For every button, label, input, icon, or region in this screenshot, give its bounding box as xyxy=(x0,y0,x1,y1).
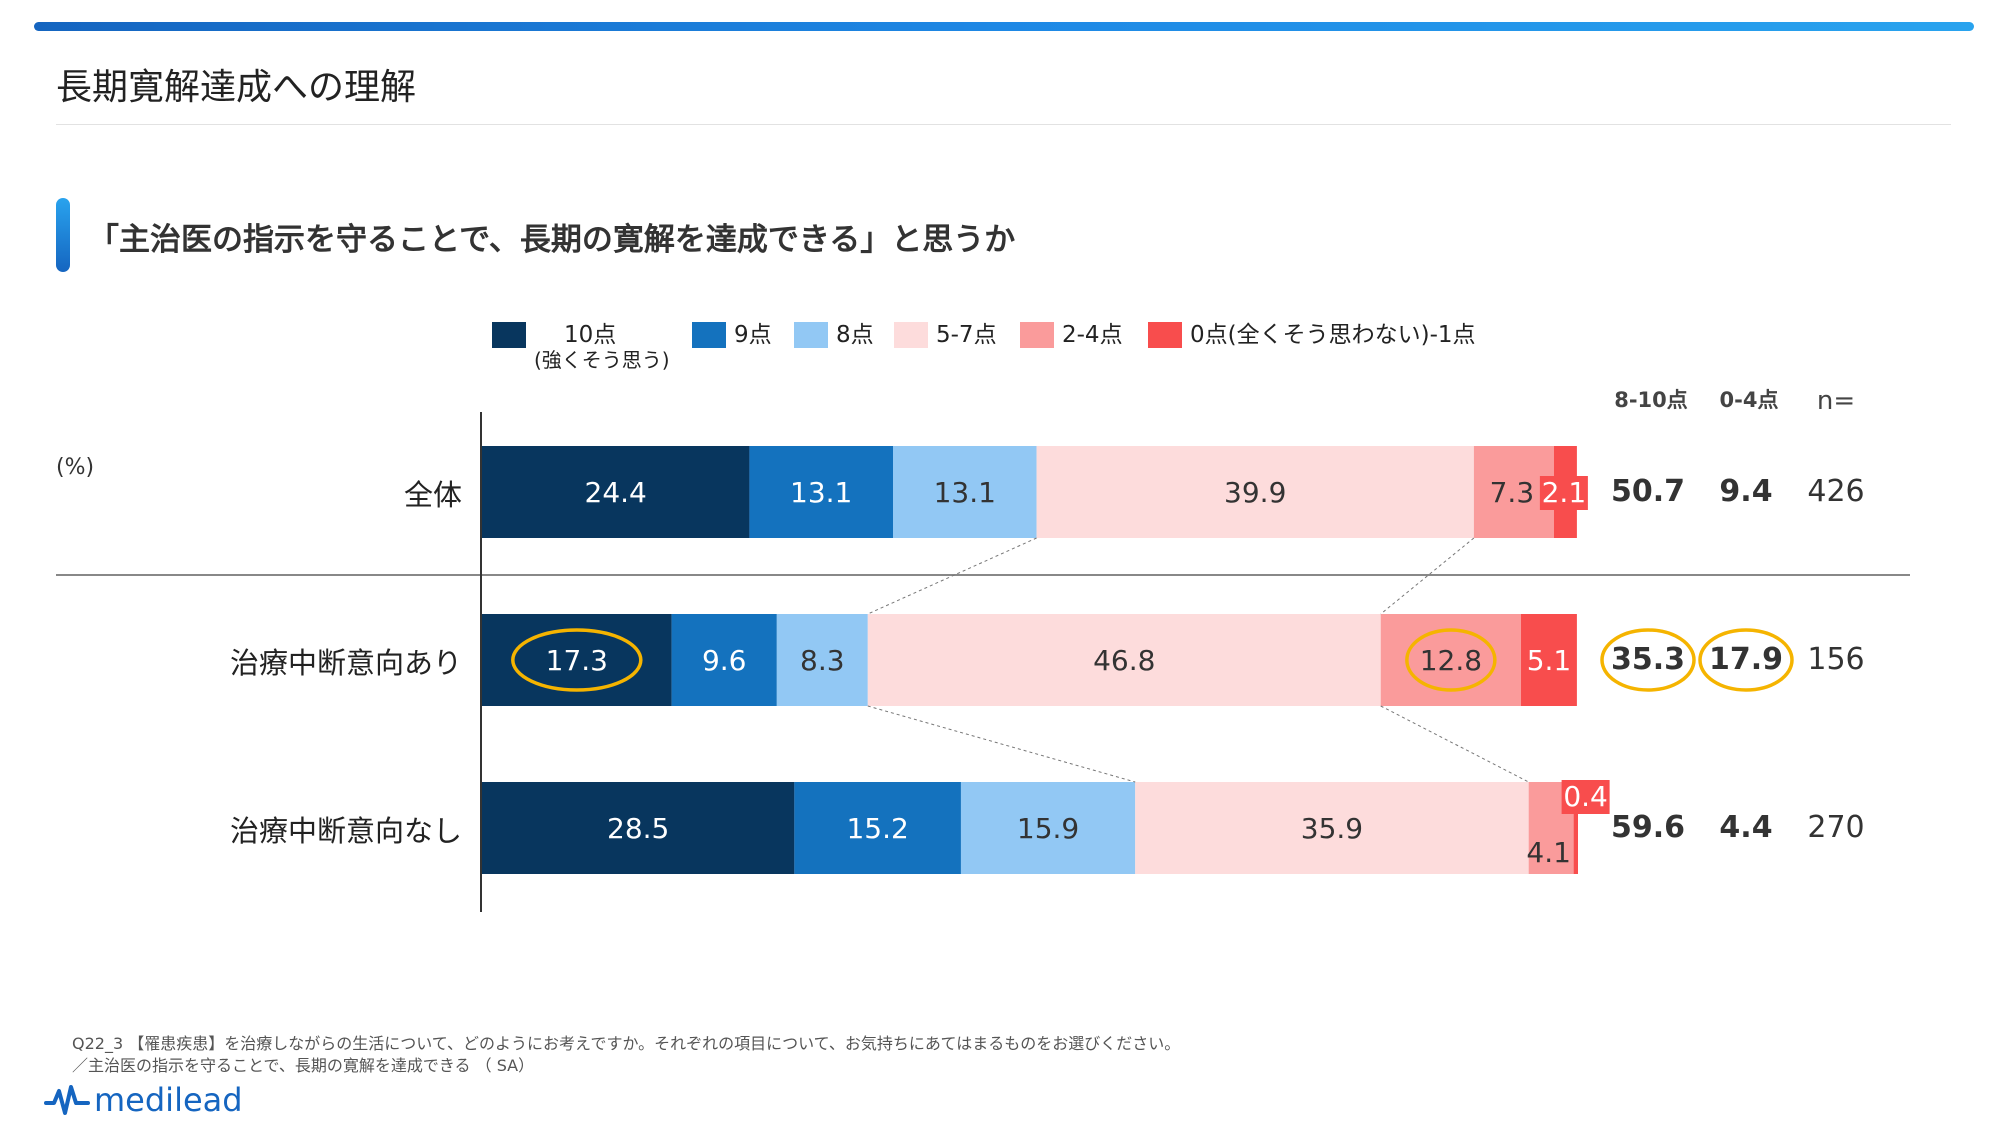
bar-segment-r1-s1 xyxy=(671,614,777,706)
pulse-logo-icon xyxy=(44,1085,90,1115)
highlight-circle-3 xyxy=(1698,628,1794,692)
value-label-r1-s1: 9.6 xyxy=(702,644,747,677)
bar-segment-r2-s1 xyxy=(794,782,961,874)
value-label-r2-s2: 15.9 xyxy=(1017,812,1079,845)
highlight-circle-2 xyxy=(1600,628,1696,692)
summary-high-discontinue-yes: 35.3 xyxy=(1610,642,1686,677)
bar-segment-r2-s0 xyxy=(482,782,795,874)
category-axis-line xyxy=(480,412,482,912)
value-label-r1-s4: 12.8 xyxy=(1420,644,1482,677)
highlight-circle-1 xyxy=(1405,628,1497,692)
bar-segment-r1-s5 xyxy=(1521,614,1577,706)
legend-swatch-9 xyxy=(692,322,726,348)
legend-swatch-8 xyxy=(794,322,828,348)
row-label-discontinue-no: 治療中断意向なし xyxy=(229,814,462,848)
value-label-r2-s0: 28.5 xyxy=(607,812,669,845)
legend-label-9: 9点 xyxy=(734,322,772,348)
question-title: 「主治医の指示を守ることで、長期の寛解を達成できる」と思うか xyxy=(88,222,1016,258)
highlight-circle-0 xyxy=(511,628,643,692)
value-label-r0-s1: 13.1 xyxy=(790,476,852,509)
unit-label: (%) xyxy=(56,455,95,480)
legend-swatch-10 xyxy=(492,322,526,348)
column-header-0-4: 0-4点 xyxy=(1719,388,1779,412)
bar-segment-r2-s3 xyxy=(1135,782,1529,874)
value-label-r0-s3: 39.9 xyxy=(1224,476,1286,509)
connector-line-r0-s2 xyxy=(867,537,1037,615)
connector-line-r1-s2 xyxy=(867,705,1136,783)
bar-segment-r0-s0 xyxy=(482,446,750,538)
bar-segment-r1-s3 xyxy=(867,614,1381,706)
legend-swatch-2-4 xyxy=(1020,322,1054,348)
bar-segment-r1-s2 xyxy=(776,614,868,706)
value-tag-r2-s5 xyxy=(1561,780,1610,814)
page-title: 長期寛解達成への理解 xyxy=(56,67,417,108)
title-divider xyxy=(56,124,1951,125)
value-label-r2-s4: 4.1 xyxy=(1526,836,1571,869)
top-accent-bar xyxy=(34,22,1974,31)
connector-line-r0-s3 xyxy=(1380,537,1475,615)
bar-segment-r2-s5 xyxy=(1573,782,1578,874)
summary-high-discontinue-no: 59.6 xyxy=(1610,810,1686,845)
summary-high-total: 50.7 xyxy=(1610,474,1686,509)
summary-low-discontinue-no: 4.4 xyxy=(1719,810,1773,845)
question-accent-bar xyxy=(56,198,70,272)
value-label-r2-s3: 35.9 xyxy=(1301,812,1363,845)
column-header-n: n= xyxy=(1816,386,1856,416)
bar-segment-r2-s2 xyxy=(960,782,1136,874)
row-label-discontinue-yes: 治療中断意向あり xyxy=(229,646,462,680)
value-label-r0-s2: 13.1 xyxy=(934,476,996,509)
value-label-r2-s5: 0.4 xyxy=(1563,780,1608,813)
n-discontinue-no: 270 xyxy=(1807,810,1865,845)
legend-swatch-5-7 xyxy=(894,322,928,348)
n-total: 426 xyxy=(1807,474,1865,509)
value-label-r1-s0: 17.3 xyxy=(546,644,608,677)
value-label-r1-s3: 46.8 xyxy=(1093,644,1155,677)
footnote-line-1: Q22_3 【罹患疾患】を治療しながらの生活について、どのようにお考えですか。そ… xyxy=(72,1034,1181,1053)
legend-label-5-7: 5-7点 xyxy=(936,322,997,348)
legend-swatch-0-1 xyxy=(1148,322,1182,348)
legend-label-8: 8点 xyxy=(836,322,874,348)
bar-segment-r0-s2 xyxy=(893,446,1037,538)
value-label-r1-s5: 5.1 xyxy=(1527,644,1572,677)
medilead-logo: medilead xyxy=(44,1080,243,1120)
row-separator xyxy=(56,574,1910,576)
value-label-r0-s4: 7.3 xyxy=(1490,476,1535,509)
bar-segment-r0-s1 xyxy=(749,446,893,538)
summary-low-total: 9.4 xyxy=(1719,474,1773,509)
row-label-total: 全体 xyxy=(403,478,462,512)
legend-label-10: 10点 xyxy=(564,322,617,348)
n-discontinue-yes: 156 xyxy=(1807,642,1865,677)
value-label-r0-s5: 2.1 xyxy=(1542,476,1587,509)
logo-text: medilead xyxy=(94,1081,243,1119)
footnote-line-2: ／主治医の指示を守ることで、長期の寛解を達成できる （ SA） xyxy=(72,1056,535,1075)
legend-sublabel-10: (強くそう思う) xyxy=(534,348,670,372)
bar-segment-r0-s3 xyxy=(1036,446,1474,538)
value-tag-r0-s5 xyxy=(1539,476,1588,510)
legend-label-0-1: 0点(全くそう思わない)-1点 xyxy=(1190,322,1476,348)
summary-low-discontinue-yes: 17.9 xyxy=(1708,642,1784,677)
connector-line-r1-s3 xyxy=(1380,705,1529,783)
value-label-r1-s2: 8.3 xyxy=(800,644,845,677)
column-header-8-10: 8-10点 xyxy=(1614,388,1688,412)
legend-label-2-4: 2-4点 xyxy=(1062,322,1123,348)
value-label-r0-s0: 24.4 xyxy=(585,476,647,509)
value-label-r2-s1: 15.2 xyxy=(846,812,908,845)
